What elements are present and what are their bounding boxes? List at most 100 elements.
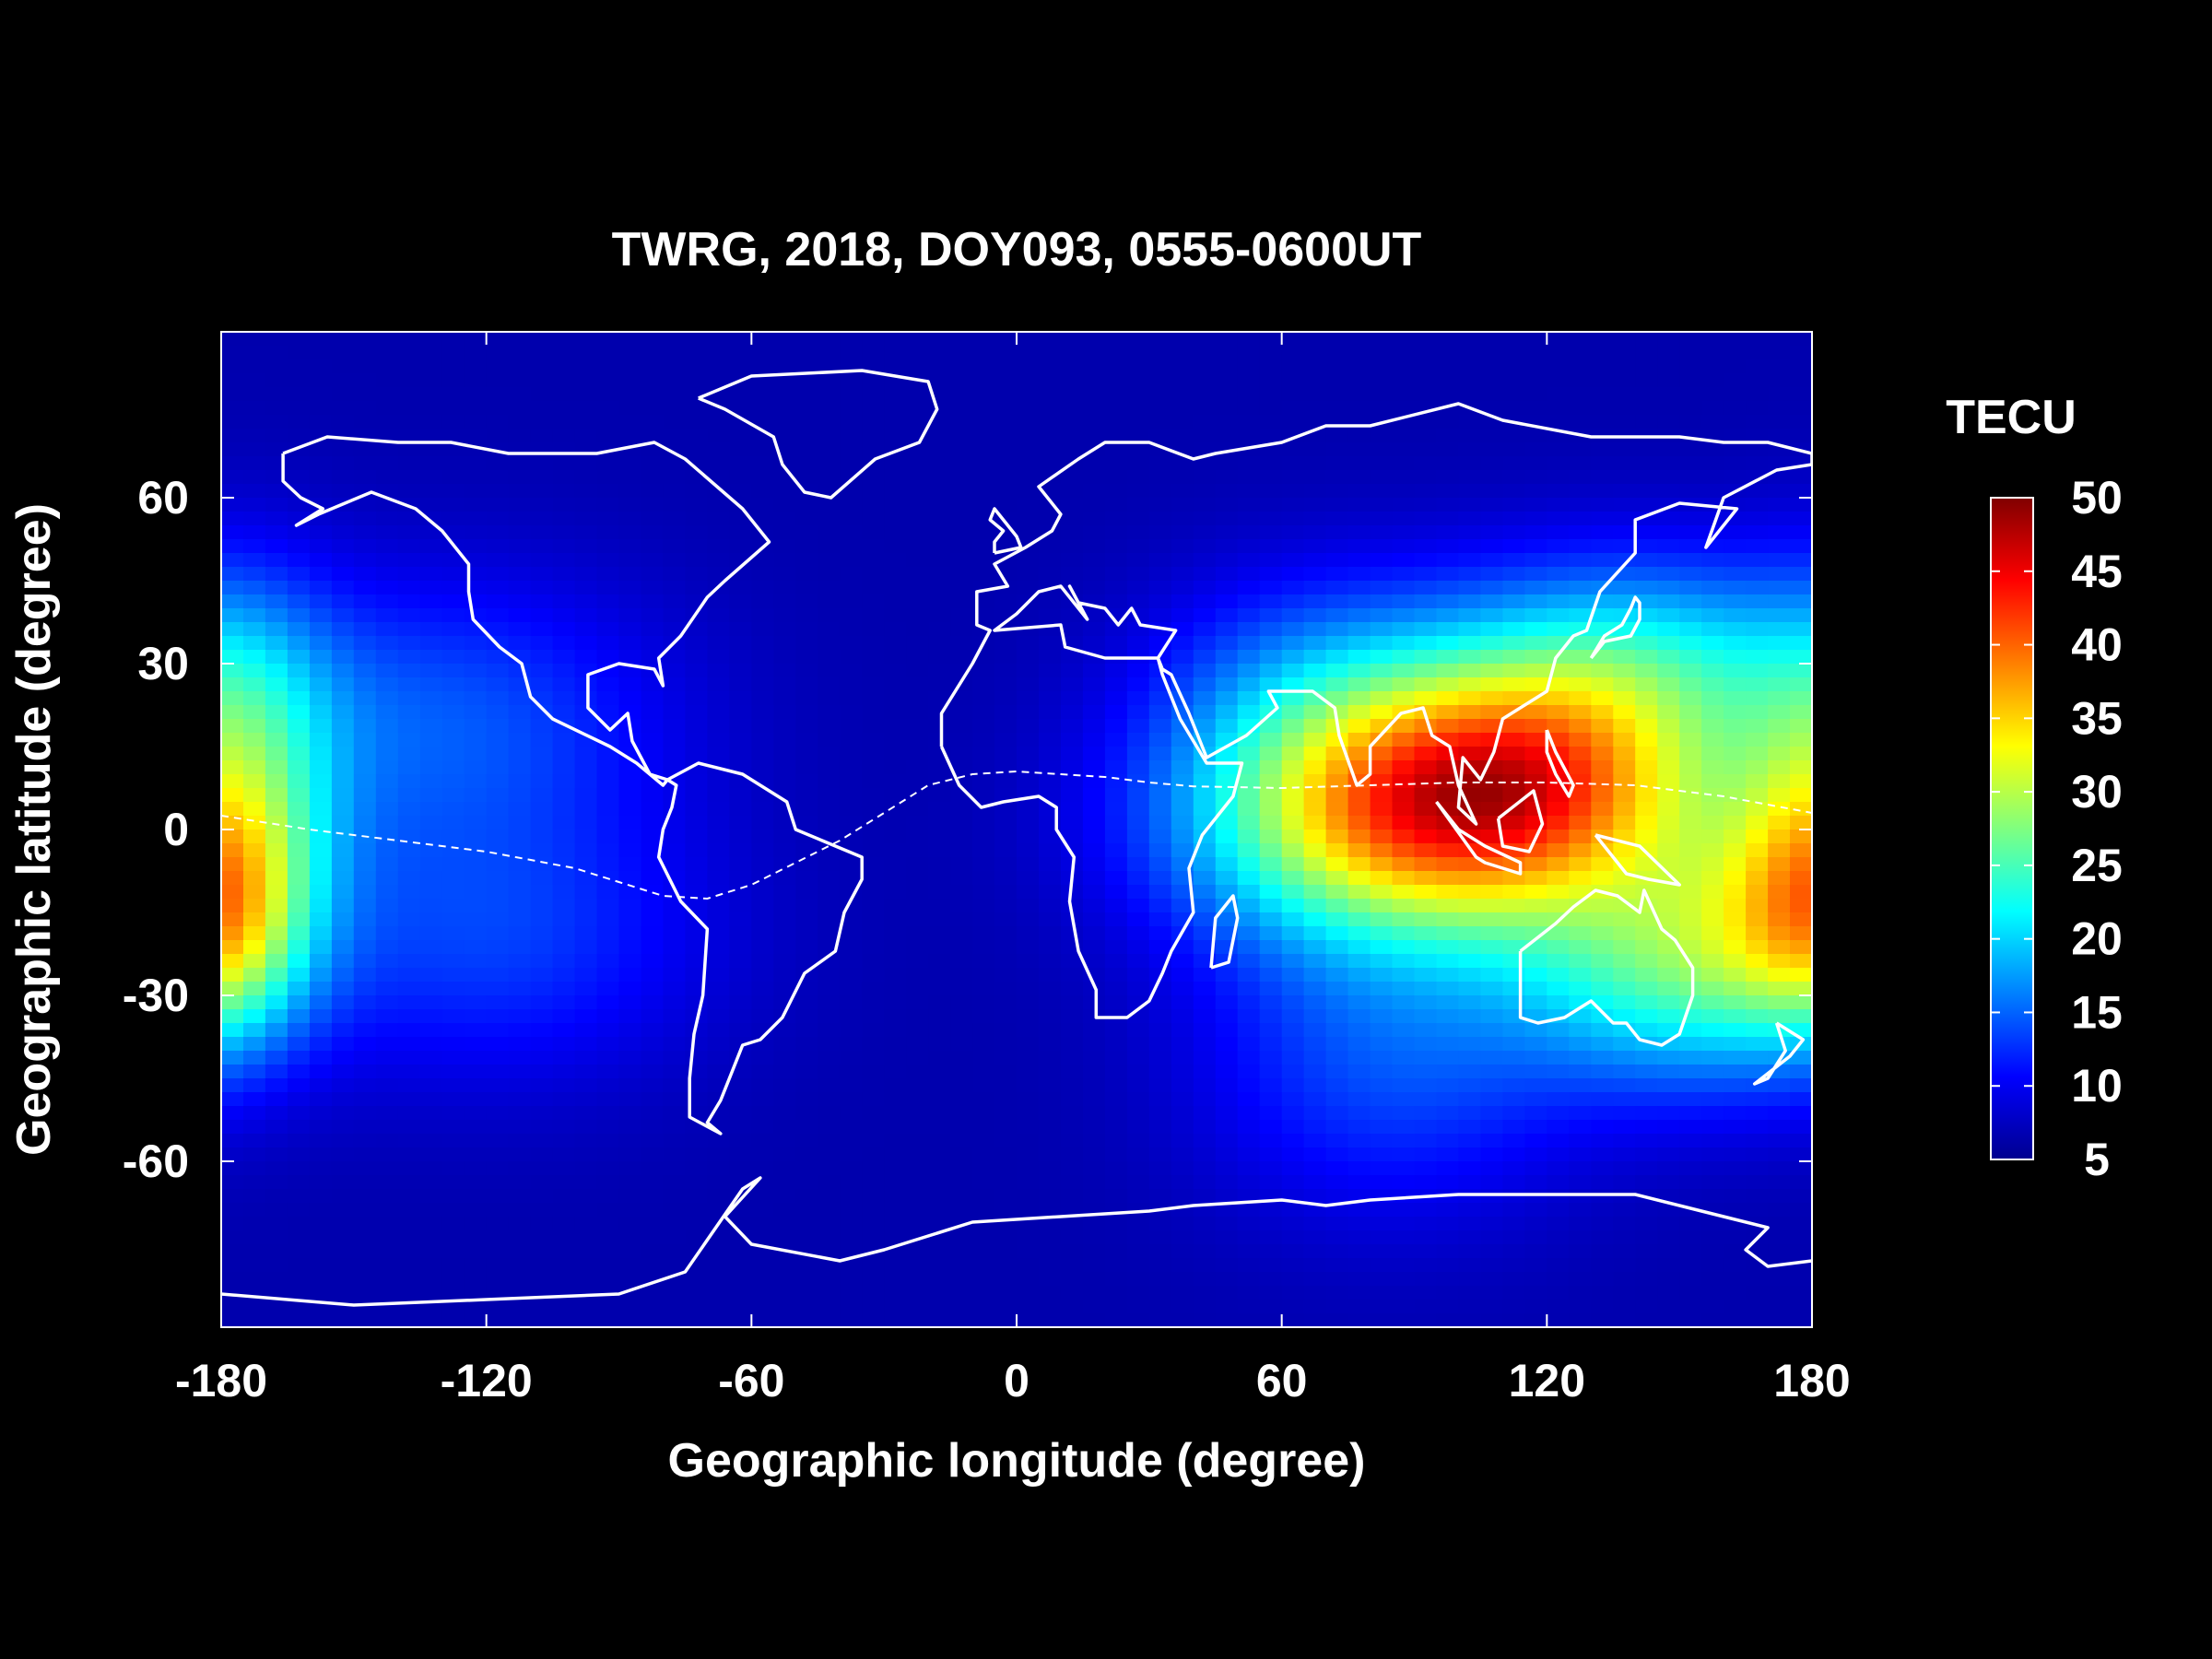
heatmap-cell	[353, 954, 377, 969]
heatmap-cell	[840, 816, 863, 830]
heatmap-cell	[729, 885, 752, 900]
heatmap-cell	[1657, 387, 1680, 402]
heatmap-cell	[441, 1023, 465, 1038]
heatmap-cell	[243, 1258, 266, 1273]
heatmap-cell	[265, 733, 288, 747]
heatmap-cell	[1701, 1189, 1724, 1204]
heatmap-cell	[419, 954, 443, 969]
heatmap-cell	[552, 691, 576, 706]
heatmap-cell	[818, 1106, 841, 1121]
heatmap-cell	[1259, 954, 1283, 969]
heatmap-cell	[862, 1272, 885, 1287]
heatmap-cell	[331, 1037, 355, 1052]
heatmap-cell	[1347, 885, 1371, 900]
heatmap-cell	[663, 1147, 686, 1162]
heatmap-cell	[1215, 1230, 1239, 1245]
heatmap-cell	[1325, 594, 1349, 609]
heatmap-cell	[1347, 567, 1371, 582]
heatmap-cell	[972, 899, 995, 913]
heatmap-cell	[486, 705, 510, 720]
heatmap-cell	[375, 760, 399, 775]
heatmap-cell	[265, 1217, 288, 1231]
heatmap-cell	[265, 705, 288, 720]
heatmap-cell	[1635, 553, 1658, 568]
heatmap-cell	[1613, 1189, 1636, 1204]
heatmap-cell	[862, 995, 885, 1010]
heatmap-cell	[1524, 705, 1547, 720]
heatmap-cell	[1392, 664, 1416, 678]
heatmap-cell	[1502, 816, 1525, 830]
heatmap-cell	[1502, 581, 1525, 595]
heatmap-cell	[1679, 926, 1702, 941]
heatmap-cell	[375, 691, 399, 706]
heatmap-cell	[1126, 498, 1150, 512]
heatmap-cell	[641, 1065, 665, 1079]
heatmap-cell	[1524, 940, 1547, 955]
heatmap-cell	[1613, 912, 1636, 927]
heatmap-cell	[928, 926, 951, 941]
heatmap-cell	[1082, 940, 1106, 955]
heatmap-cell	[1635, 622, 1658, 637]
heatmap-cell	[641, 1203, 665, 1218]
heatmap-cell	[884, 802, 907, 817]
heatmap-cell	[1392, 622, 1416, 637]
heatmap-cell	[1768, 594, 1791, 609]
heatmap-cell	[1701, 954, 1724, 969]
heatmap-cell	[1790, 415, 1812, 429]
heatmap-cell	[618, 387, 642, 402]
heatmap-cell	[685, 664, 708, 678]
heatmap-cell	[1104, 346, 1128, 360]
heatmap-cell	[309, 498, 333, 512]
heatmap-cell	[353, 1106, 377, 1121]
heatmap-cell	[884, 553, 907, 568]
heatmap-cell	[1215, 387, 1239, 402]
heatmap-cell	[707, 1065, 730, 1079]
heatmap-cell	[441, 442, 465, 457]
heatmap-cell	[618, 885, 642, 900]
heatmap-cell	[596, 456, 620, 471]
heatmap-cell	[1171, 1065, 1194, 1079]
heatmap-cell	[928, 1244, 951, 1259]
heatmap-cell	[1171, 401, 1194, 416]
heatmap-cell	[1480, 622, 1503, 637]
heatmap-cell	[773, 1037, 796, 1052]
heatmap-cell	[1458, 359, 1481, 374]
heatmap-cell	[707, 857, 730, 872]
heatmap-cell	[1281, 885, 1305, 900]
heatmap-cell	[243, 456, 266, 471]
heatmap-cell	[1148, 1106, 1172, 1121]
heatmap-cell	[1303, 705, 1327, 720]
heatmap-cell	[441, 1065, 465, 1079]
heatmap-cell	[1281, 843, 1305, 858]
heatmap-cell	[1591, 1120, 1614, 1135]
heatmap-cell	[1613, 1217, 1636, 1231]
heatmap-cell	[309, 539, 333, 554]
heatmap-cell	[795, 705, 818, 720]
heatmap-cell	[1768, 401, 1791, 416]
heatmap-cell	[1347, 912, 1371, 927]
heatmap-cell	[243, 1147, 266, 1162]
heatmap-cell	[1524, 982, 1547, 996]
heatmap-cell	[663, 1258, 686, 1273]
heatmap-cell	[1171, 1217, 1194, 1231]
heatmap-cell	[221, 622, 244, 637]
heatmap-cell	[243, 940, 266, 955]
heatmap-cell	[353, 1092, 377, 1107]
heatmap-cell	[309, 926, 333, 941]
heatmap-cell	[618, 926, 642, 941]
heatmap-cell	[1724, 456, 1747, 471]
heatmap-cell	[1414, 1244, 1438, 1259]
heatmap-cell	[1303, 1078, 1327, 1093]
heatmap-cell	[1215, 830, 1239, 844]
heatmap-cell	[1635, 719, 1658, 734]
heatmap-cell	[1392, 940, 1416, 955]
heatmap-cell	[1613, 1272, 1636, 1287]
heatmap-cell	[1547, 346, 1570, 360]
heatmap-cell	[1746, 1272, 1769, 1287]
heatmap-cell	[508, 567, 532, 582]
heatmap-cell	[1480, 1230, 1503, 1245]
heatmap-cell	[1679, 664, 1702, 678]
heatmap-cell	[309, 1161, 333, 1176]
heatmap-cell	[1436, 387, 1460, 402]
heatmap-cell	[1768, 830, 1791, 844]
